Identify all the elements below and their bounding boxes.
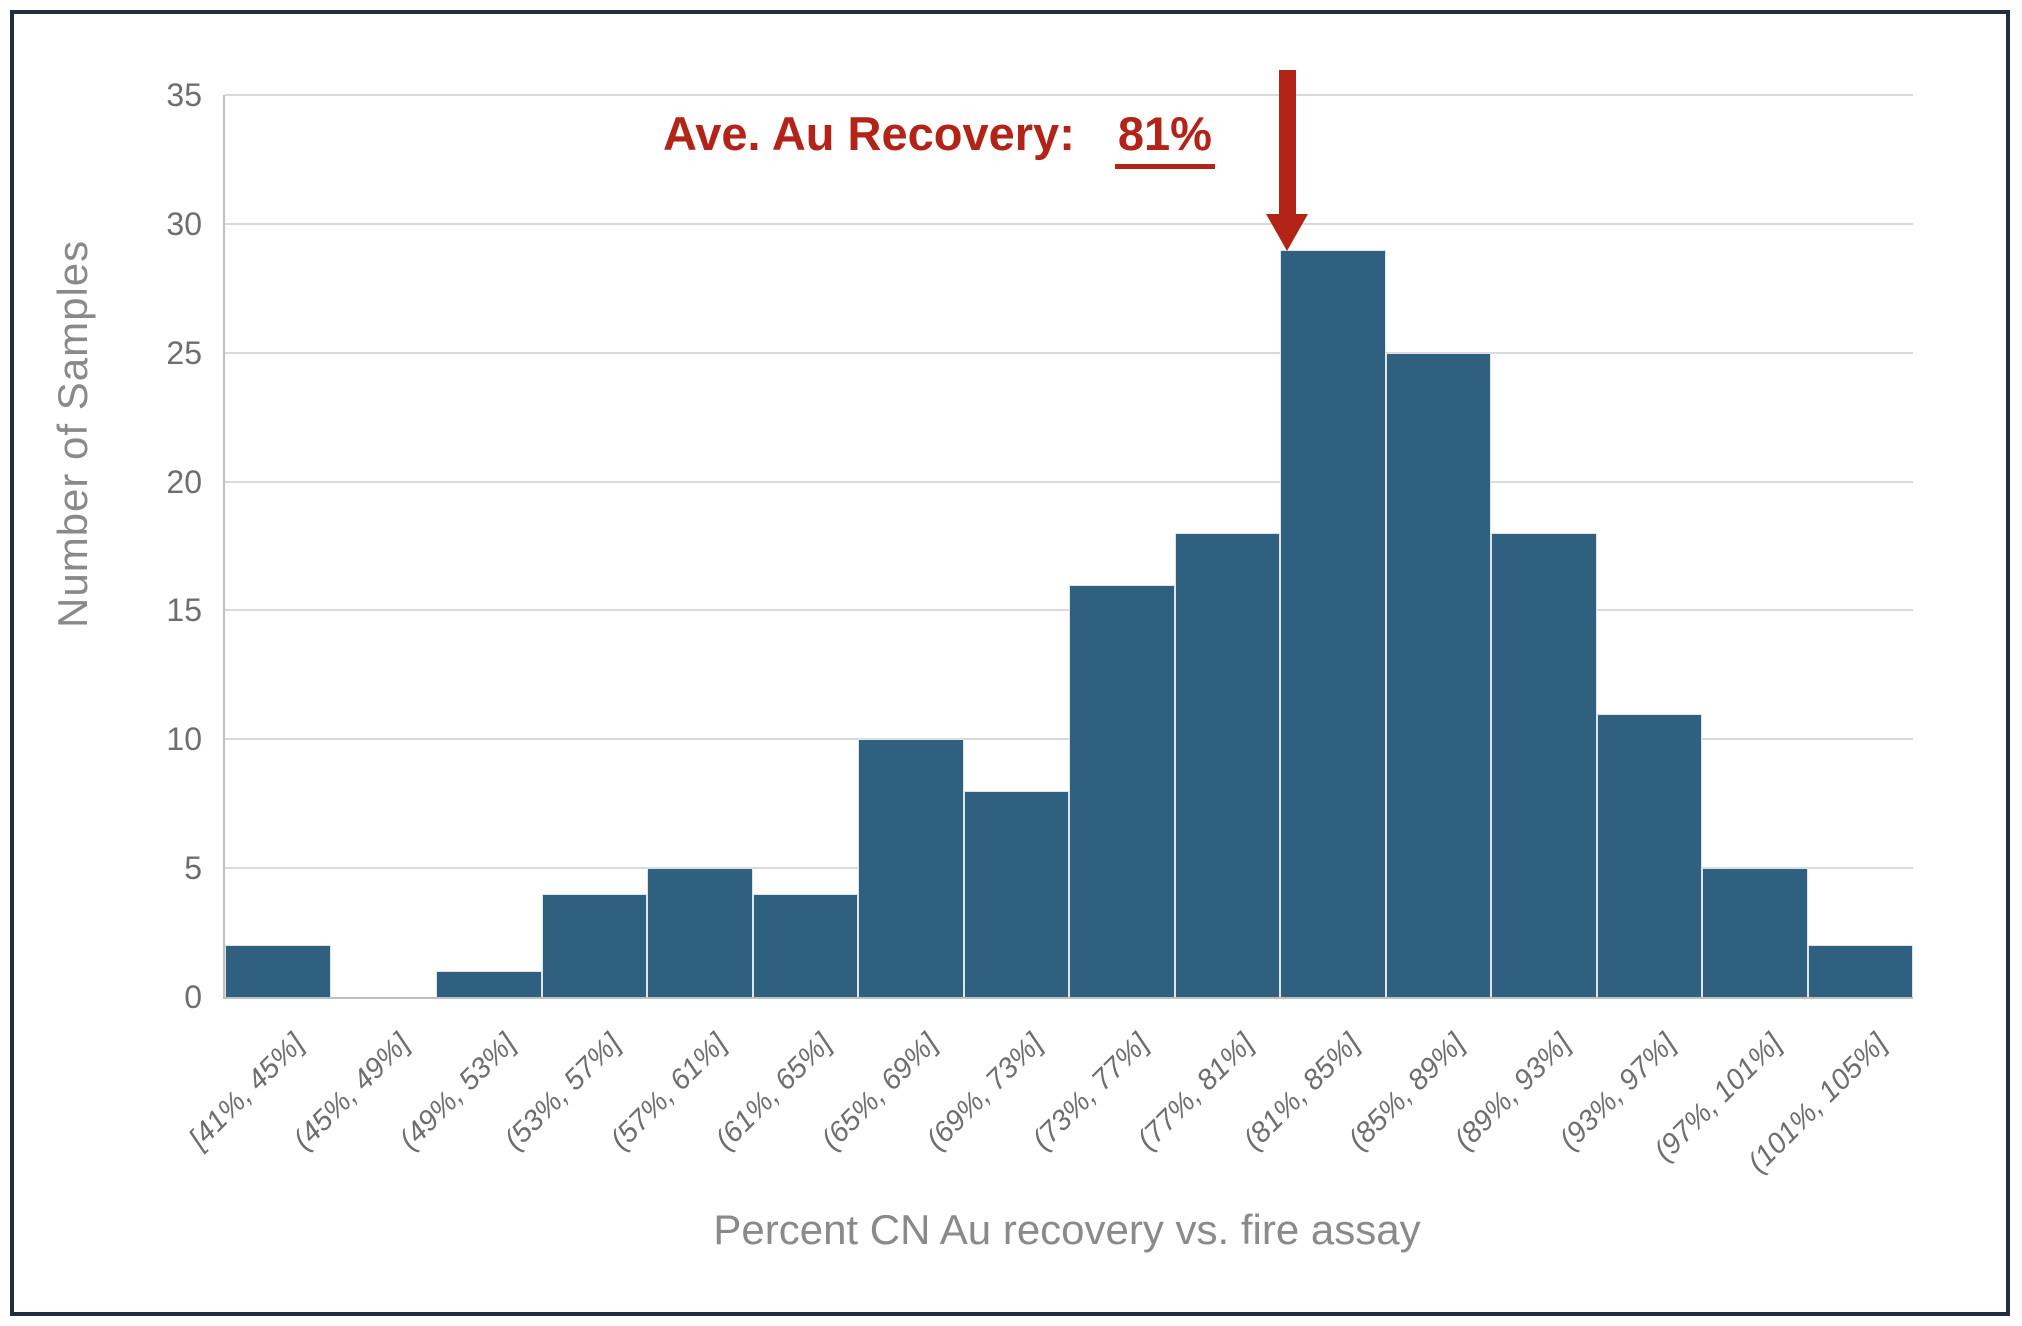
bar-(97%, 101%] xyxy=(1702,868,1808,997)
y-axis-title: Number of Samples xyxy=(49,239,96,629)
y-tick-label-20: 20 xyxy=(166,463,202,500)
average-recovery-annotation: Ave. Au Recovery: 81% xyxy=(663,107,1215,169)
y-tick-label-10: 10 xyxy=(166,721,202,758)
y-tick-label-15: 15 xyxy=(166,592,202,629)
gridline-25 xyxy=(225,351,1913,354)
arrow-down-icon xyxy=(1266,70,1308,252)
bar-(69%, 73%] xyxy=(963,790,1069,997)
gridline-35 xyxy=(225,94,1913,96)
y-tick-label-35: 35 xyxy=(166,77,202,113)
gridline-30 xyxy=(225,222,1913,225)
bar-(77%, 81%] xyxy=(1174,533,1280,997)
bar-(57%, 61%] xyxy=(647,868,753,997)
bar-(49%, 53%] xyxy=(436,971,542,997)
annotation-label: Ave. Au Recovery: xyxy=(663,107,1075,160)
bar-(61%, 65%] xyxy=(752,893,858,997)
arrow-shaft xyxy=(1279,70,1296,216)
y-tick-label-25: 25 xyxy=(166,334,202,371)
arrow-head xyxy=(1266,214,1308,251)
bar-(101%, 105%] xyxy=(1807,945,1913,997)
bar-(81%, 85%] xyxy=(1280,249,1386,997)
y-tick-label-30: 30 xyxy=(166,205,202,242)
bar-(53%, 57%] xyxy=(541,893,647,997)
y-tick-label-5: 5 xyxy=(184,850,202,887)
bar-(89%, 93%] xyxy=(1491,533,1597,997)
annotation-value: 81% xyxy=(1114,107,1215,169)
bar-(65%, 69%] xyxy=(858,739,964,997)
bar-(85%, 89%] xyxy=(1385,352,1491,997)
y-tick-label-0: 0 xyxy=(184,979,202,1015)
x-axis-title: Percent CN Au recovery vs. fire assay xyxy=(713,1206,1421,1253)
bar-[41%, 45%] xyxy=(225,945,331,997)
gridline-20 xyxy=(225,480,1913,483)
bar-(73%, 77%] xyxy=(1069,584,1175,997)
plot-area xyxy=(223,94,1913,999)
y-axis-tick-labels: 0 5 10 15 20 25 30 35 xyxy=(110,79,202,1013)
bar-(93%, 97%] xyxy=(1596,713,1702,997)
